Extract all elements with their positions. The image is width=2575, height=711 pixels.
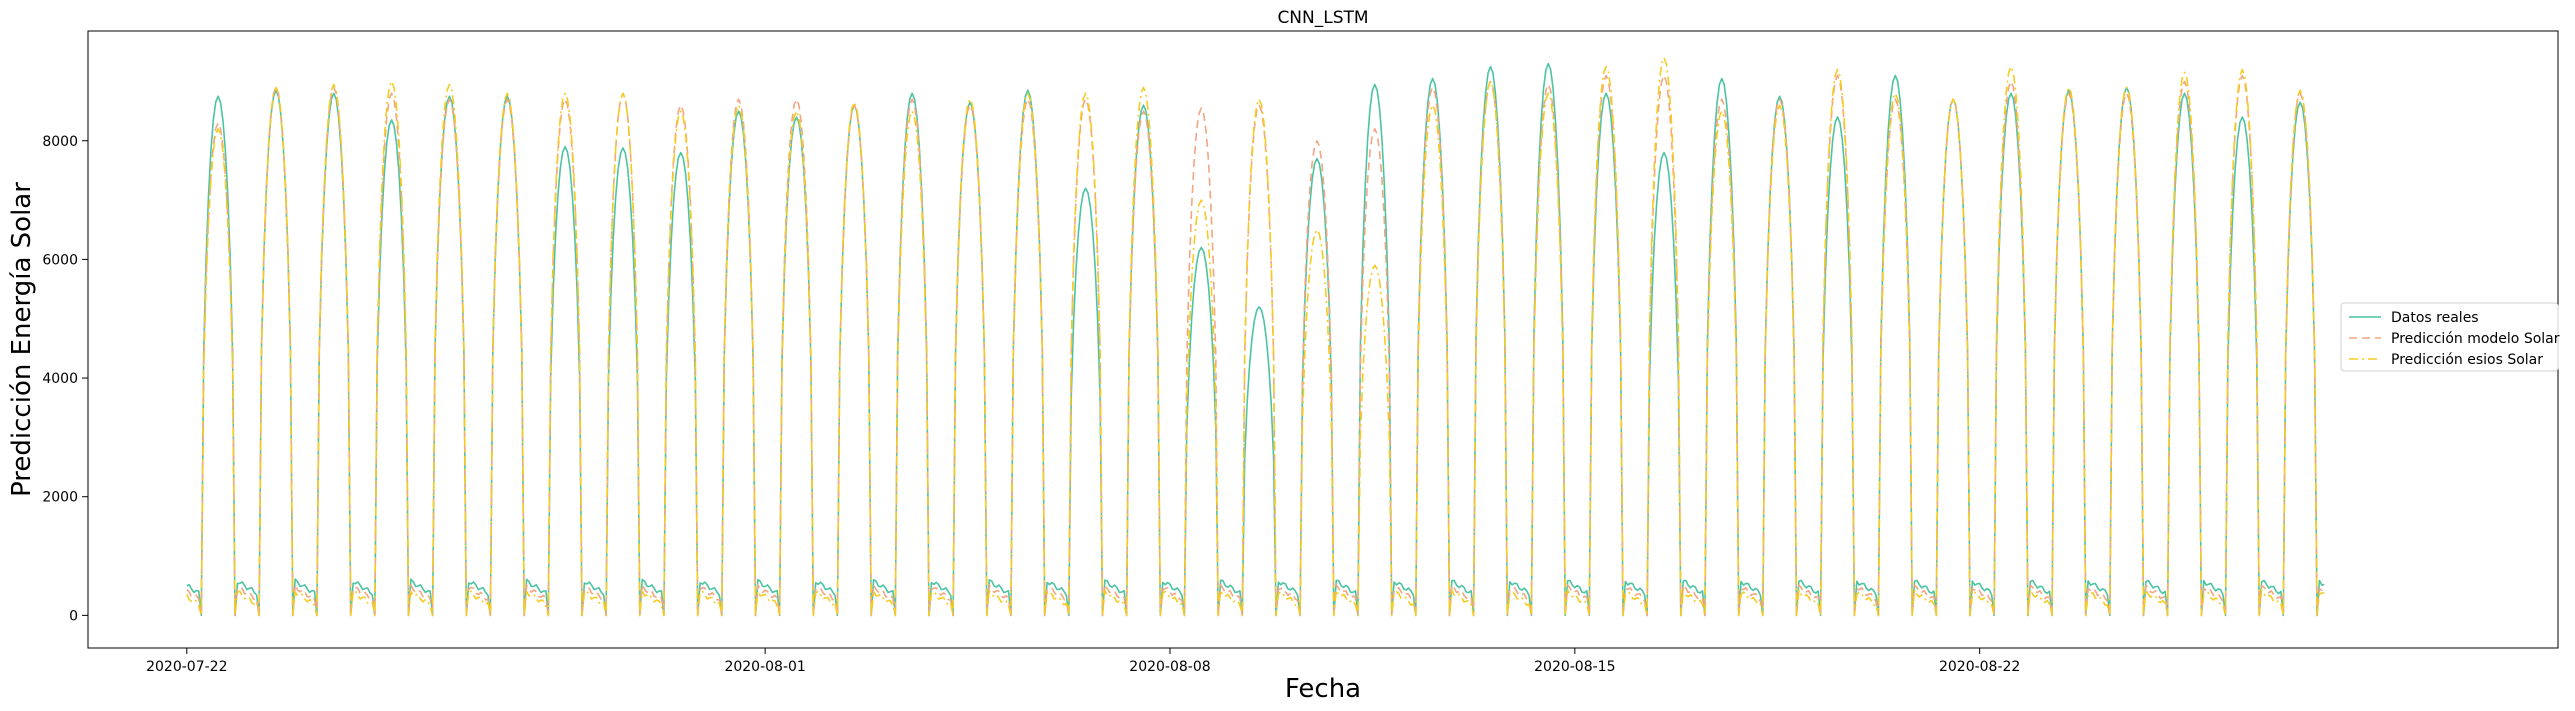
y-tick-label: 8000 <box>42 134 78 150</box>
x-tick-label: 2020-08-15 <box>1534 659 1615 675</box>
legend-label: Datos reales <box>2391 310 2479 326</box>
series-layer <box>186 56 2325 617</box>
x-tick-label: 2020-08-08 <box>1129 659 1210 675</box>
series-line-1 <box>186 62 2325 617</box>
series-line-2 <box>186 74 2325 617</box>
y-axis-title: Predicción Energía Solar <box>7 182 37 497</box>
series-line-3 <box>186 56 2325 617</box>
x-tick-label: 2020-08-01 <box>724 659 805 675</box>
x-tick-label: 2020-07-22 <box>146 659 227 675</box>
x-axis-title: Fecha <box>1285 674 1361 704</box>
y-tick-label: 4000 <box>42 371 78 387</box>
legend-label: Predicción esios Solar <box>2391 352 2543 368</box>
chart-title: CNN_LSTM <box>1277 8 1368 28</box>
y-tick-label: 6000 <box>42 252 78 268</box>
legend-box <box>2340 302 2559 372</box>
legend-label: Predicción modelo Solar <box>2391 331 2560 347</box>
x-tick-label: 2020-08-22 <box>1939 659 2020 675</box>
plot-frame <box>87 30 2559 649</box>
y-tick-label: 0 <box>69 608 78 624</box>
ticks-layer: 0 2000 4000 6000 8000 2020-07-22 2020-08-01 202… <box>42 134 2020 675</box>
legend: Datos reales Predicción modelo Solar Predi… <box>2340 302 2560 372</box>
y-tick-label: 2000 <box>42 490 78 506</box>
